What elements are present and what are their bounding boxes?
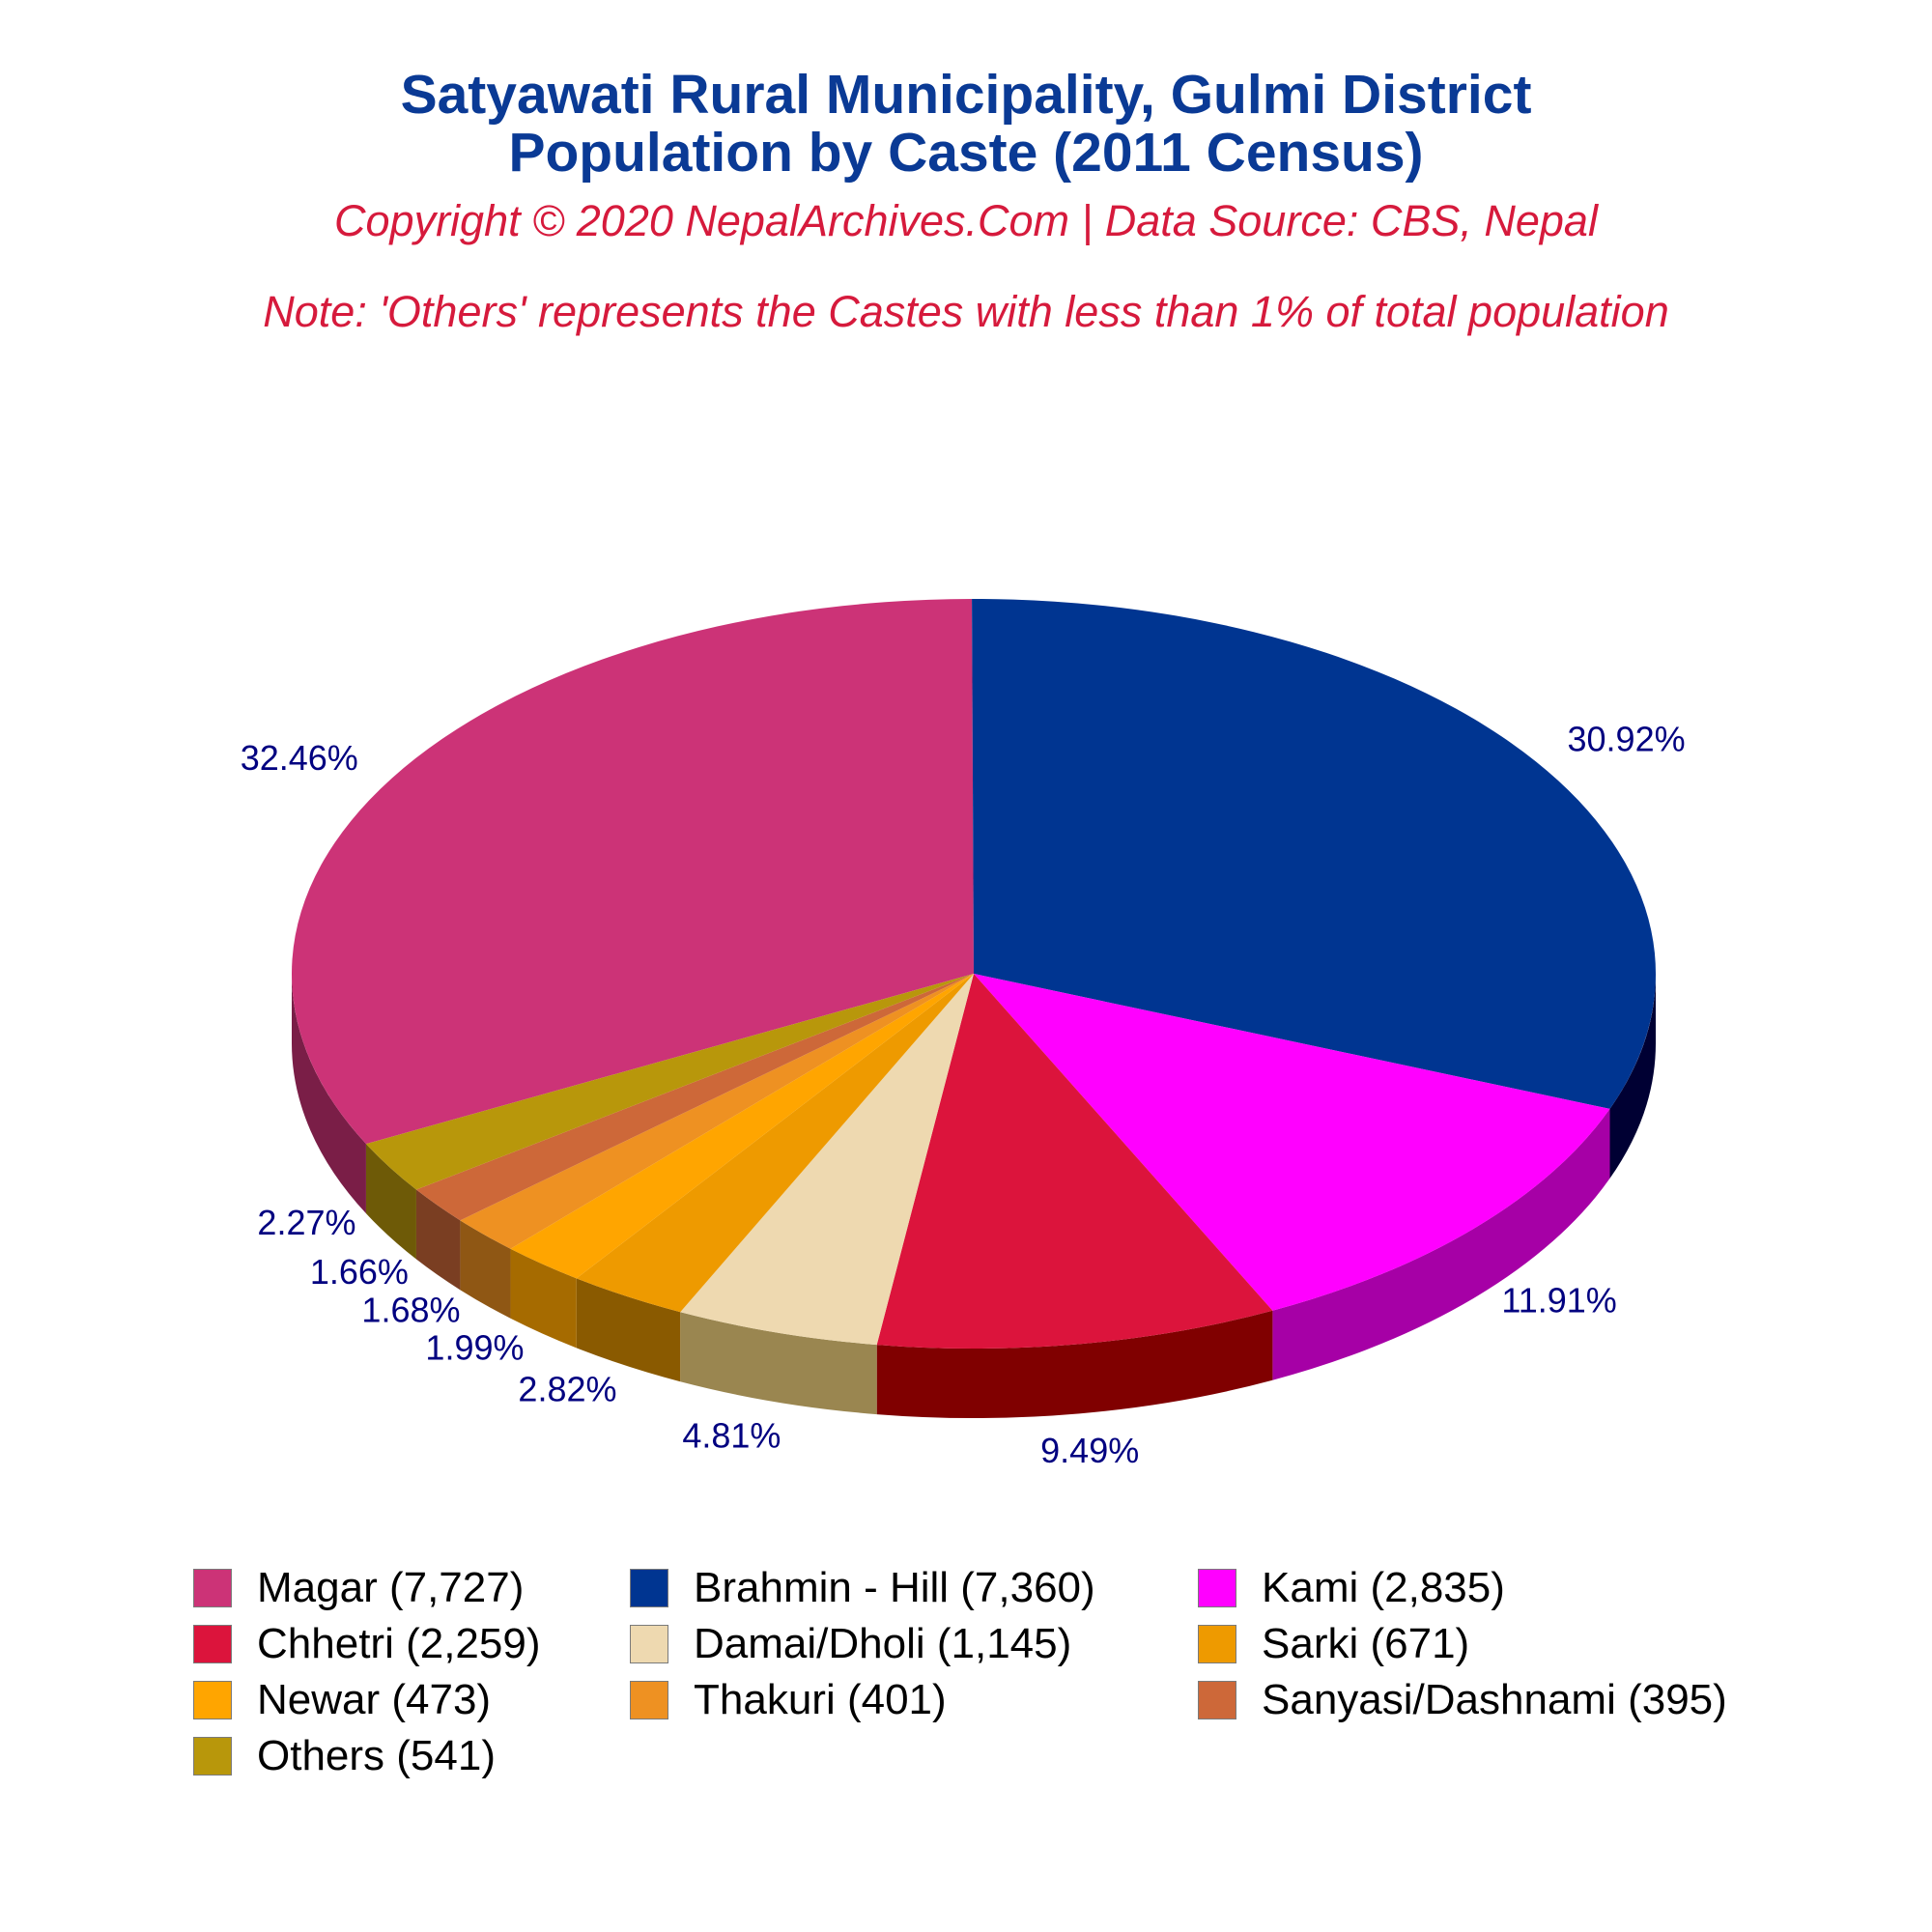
copyright-text: Copyright © 2020 NepalArchives.Com | Dat… <box>334 196 1598 245</box>
pct-label-sanyasi-dashnami: 1.66% <box>310 1252 409 1292</box>
pct-label-damai-dholi: 4.81% <box>682 1416 781 1456</box>
legend-item-newar: Newar (473) <box>193 1672 491 1728</box>
pie-label-group: 32.46% 30.92%11.91%9.49%4.81%2.82%1.99%1.… <box>241 720 1686 1471</box>
legend-label: Sanyasi/Dashnami (395) <box>1262 1676 1727 1723</box>
legend-swatch <box>193 1681 232 1719</box>
pie-slice-sarki <box>576 974 974 1313</box>
legend-swatch <box>193 1625 232 1663</box>
pie-slice-sanyasi-dashnami <box>415 974 975 1221</box>
pct-label-thakuri: 1.68% <box>361 1291 460 1330</box>
legend-label: Damai/Dholi (1,145) <box>694 1620 1072 1667</box>
pie-side-sanyasi-dashnami <box>415 1189 461 1291</box>
legend-item-sarki: Sarki (671) <box>1198 1616 1469 1672</box>
legend-label: Brahmin - Hill (7,360) <box>694 1564 1095 1611</box>
chart-note: Note: 'Others' represents the Castes wit… <box>263 287 1669 336</box>
pct-label-newar: 1.99% <box>425 1327 524 1367</box>
pct-label-magar: 32.46% <box>241 738 358 778</box>
pie-slice-kami <box>974 974 1610 1311</box>
legend-swatch <box>1198 1681 1236 1719</box>
legend-swatch <box>630 1625 668 1663</box>
pie-slice-damai-dholi <box>680 974 974 1346</box>
pie-side-chhetri <box>876 1310 1273 1418</box>
pie-slice-magar <box>292 599 974 1145</box>
legend-label: Chhetri (2,259) <box>257 1620 541 1667</box>
legend-label: Kami (2,835) <box>1262 1564 1505 1611</box>
pie-side-newar <box>510 1248 577 1349</box>
pie-side-damai-dholi <box>680 1312 877 1415</box>
pie-slice-others <box>365 974 974 1190</box>
legend-swatch <box>630 1569 668 1607</box>
pie-side-group <box>292 974 1656 1418</box>
legend-label: Magar (7,727) <box>257 1564 525 1611</box>
legend-swatch <box>193 1737 232 1776</box>
pie-side-others <box>365 1144 416 1260</box>
legend-swatch <box>630 1681 668 1719</box>
legend-item-damai-dholi: Damai/Dholi (1,145) <box>630 1616 1071 1672</box>
legend-swatch <box>193 1569 232 1607</box>
pie-side-kami <box>1272 1108 1610 1380</box>
legend-item-thakuri: Thakuri (401) <box>630 1672 947 1728</box>
pie-top-group <box>292 599 1656 1349</box>
legend-label: Newar (473) <box>257 1676 492 1723</box>
legend-item-magar: Magar (7,727) <box>193 1560 524 1616</box>
pct-label-brahmin-hill: 30.92% <box>1568 720 1686 759</box>
pct-label-kami: 11.91% <box>1501 1280 1616 1320</box>
pie-side-brahmin-hill <box>1609 974 1656 1179</box>
pie-slice-thakuri <box>460 974 975 1249</box>
pie-side-magar <box>292 974 366 1214</box>
pie-slice-brahmin-hill <box>972 599 1656 1109</box>
pct-label-sarki: 2.82% <box>518 1370 616 1409</box>
pie-side-sarki <box>576 1278 681 1382</box>
pie-side-thakuri <box>460 1220 511 1319</box>
legend-item-others: Others (541) <box>193 1728 496 1784</box>
pct-label-chhetri: 9.49% <box>1040 1431 1139 1470</box>
legend-item-sanyasi-dashnami: Sanyasi/Dashnami (395) <box>1198 1672 1727 1728</box>
legend-item-chhetri: Chhetri (2,259) <box>193 1616 540 1672</box>
legend-label: Sarki (671) <box>1262 1620 1470 1667</box>
legend-item-brahmin-hill: Brahmin - Hill (7,360) <box>630 1560 1095 1616</box>
chart-title-line2: Population by Caste (2011 Census) <box>508 122 1424 184</box>
legend-swatch <box>1198 1625 1236 1663</box>
legend-label: Thakuri (401) <box>694 1676 947 1723</box>
legend-label: Others (541) <box>257 1732 496 1779</box>
pct-label-others: 2.27% <box>257 1203 355 1242</box>
pie-slice-newar <box>510 974 974 1279</box>
pie-slice-chhetri <box>876 974 1273 1349</box>
legend-item-kami: Kami (2,835) <box>1198 1560 1505 1616</box>
chart-title-line1: Satyawati Rural Municipality, Gulmi Dist… <box>400 64 1532 126</box>
legend-swatch <box>1198 1569 1236 1607</box>
